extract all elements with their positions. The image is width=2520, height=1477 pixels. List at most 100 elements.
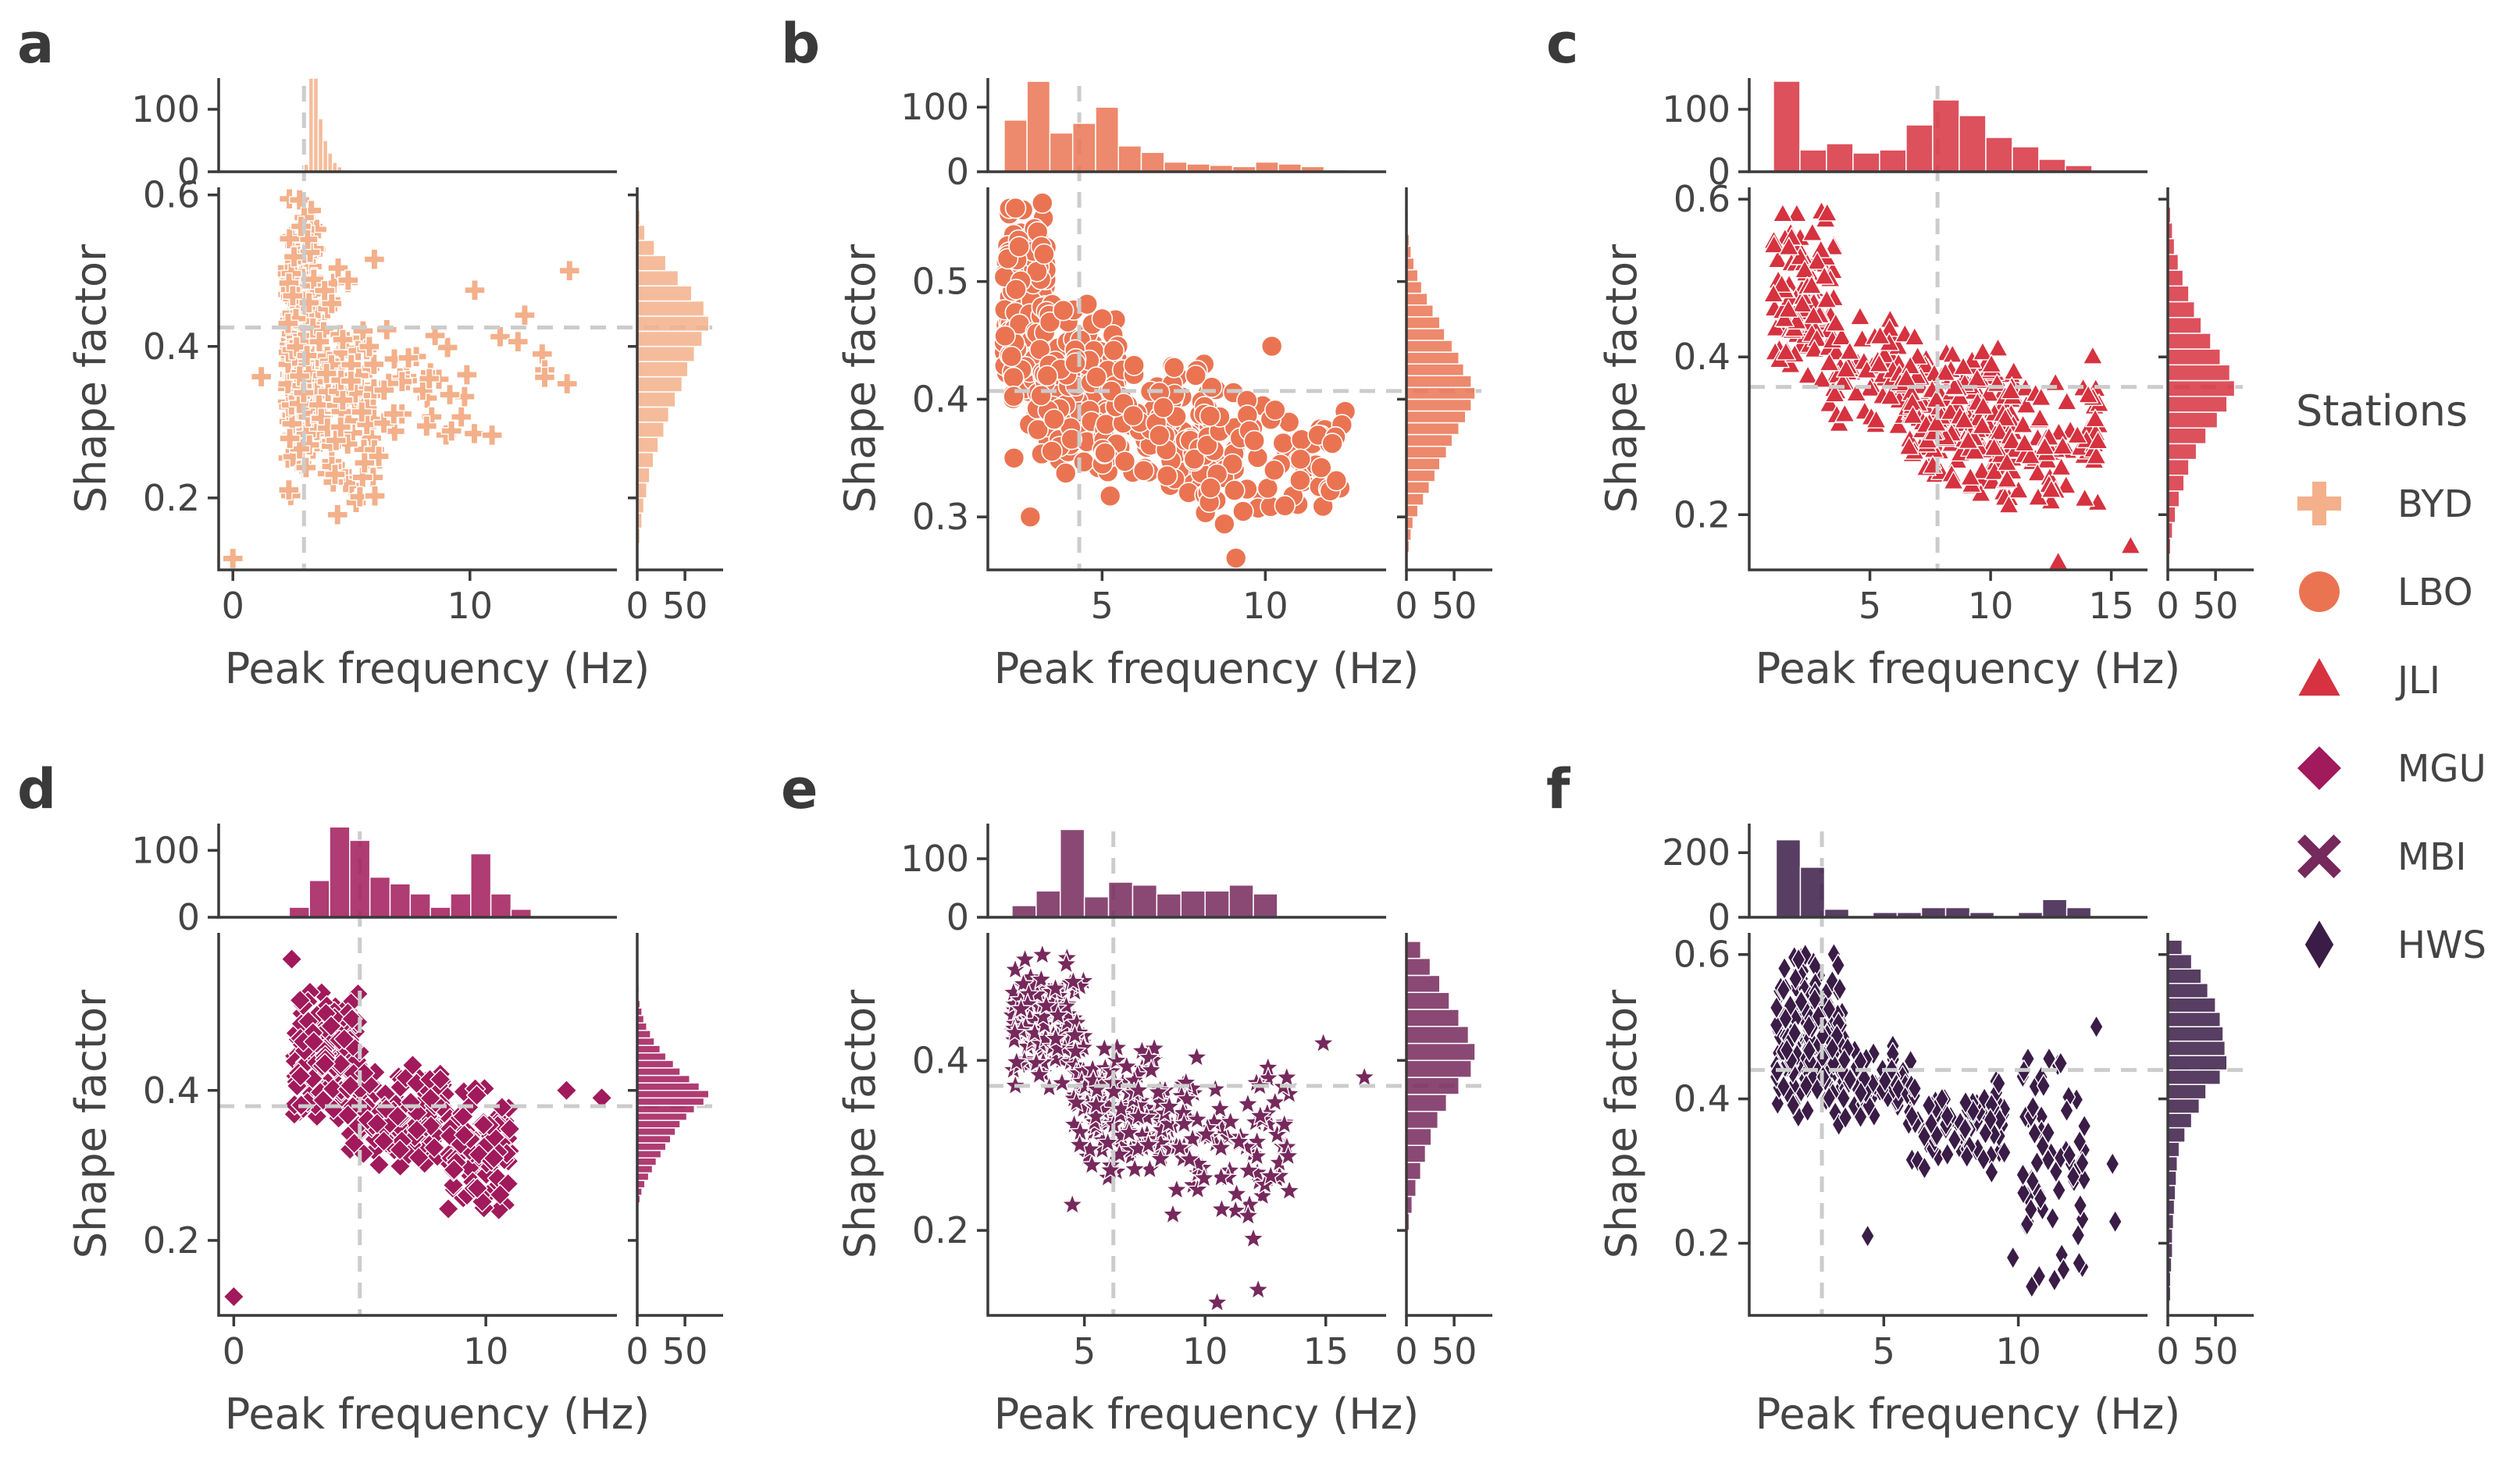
scatter-point <box>1981 354 2002 373</box>
scatter-point <box>1775 341 1797 361</box>
scatter-point <box>514 304 536 326</box>
panel-c: c 5 10 15 0.2 0.4 0.6 Peak frequency (Hz) Shape … <box>1546 12 2254 693</box>
scatter-point <box>1099 485 1121 507</box>
histogram-bar <box>2167 254 2180 271</box>
histogram-bar <box>326 152 333 173</box>
scatter-point <box>1003 447 1025 469</box>
histogram-bar <box>490 893 512 918</box>
scatter-point <box>368 1154 390 1176</box>
y-tick-label: 0.2 <box>1673 1223 1730 1265</box>
legend-label: MGU <box>2397 747 2486 791</box>
scatter-point <box>1242 1227 1264 1248</box>
x-tick-label: 10 <box>1182 1330 1228 1372</box>
scatter-point <box>1812 368 1833 388</box>
histogram-bar <box>1406 941 1422 959</box>
scatter-point <box>1196 434 1218 457</box>
scatter-point <box>2086 446 2107 464</box>
scatter-points-e <box>1001 943 1376 1312</box>
hist-count-tick-label: 0 <box>1395 1330 1417 1372</box>
scatter-point <box>1147 1080 1170 1102</box>
histogram-bar <box>636 1030 651 1039</box>
x-tick-label: 0 <box>223 1330 245 1372</box>
scatter-point <box>1105 1049 1128 1070</box>
scatter-point <box>1100 1158 1121 1180</box>
scatter-point <box>1044 977 1067 998</box>
scatter-point <box>1877 1069 1893 1093</box>
legend-x-icon <box>2297 835 2341 878</box>
scatter-point <box>1012 973 1035 994</box>
scatter-point <box>332 389 354 411</box>
right-histogram-e <box>1406 941 1476 1231</box>
scatter-point <box>1778 1007 1793 1031</box>
scatter-point <box>1997 1141 2012 1165</box>
x-axis-label-d: Peak frequency (Hz) <box>225 1390 650 1439</box>
hist-count-tick-label: 100 <box>900 86 969 128</box>
scatter-point <box>1260 1165 1282 1186</box>
scatter-point <box>1835 358 1857 378</box>
scatter-point <box>2077 1114 2092 1138</box>
histogram-bar <box>1406 457 1441 471</box>
panel-letter-b: b <box>781 12 820 76</box>
scatter-point <box>1978 383 1999 402</box>
scatter-point <box>1094 442 1116 464</box>
histogram-bar <box>636 1082 700 1091</box>
hist-count-tick-label: 0 <box>1395 585 1417 627</box>
scatter-point <box>1803 305 1824 325</box>
histogram-bar <box>1406 386 1476 400</box>
x-tick-label: 15 <box>1303 1330 1349 1372</box>
scatter-point <box>1043 408 1065 430</box>
scatter-point <box>1763 283 1784 303</box>
scatter-point <box>1005 278 1027 301</box>
scatter-point <box>330 416 351 438</box>
scatter-point <box>1114 450 1136 472</box>
histogram-bar <box>1406 957 1431 977</box>
legend-entry-mgu: MGU <box>2297 746 2486 791</box>
legend-triangle-icon <box>2298 658 2340 696</box>
scatter-point <box>289 989 311 1012</box>
scatter-point <box>2030 408 2051 427</box>
scatter-point <box>306 1105 328 1127</box>
scatter-point <box>437 336 458 358</box>
scatter-point <box>1770 1091 1785 1116</box>
histogram-bar <box>2167 475 2185 492</box>
histogram-bar <box>1255 161 1279 173</box>
y-tick-label: 0.4 <box>143 1069 200 1112</box>
scatter-point <box>1816 289 1837 308</box>
scatter-point <box>1156 464 1178 487</box>
histogram-bar <box>331 162 338 173</box>
scatter-point <box>1263 459 1285 482</box>
histogram-bar <box>636 1059 675 1069</box>
histogram-bar <box>1406 1162 1422 1180</box>
histogram-bar <box>636 451 654 468</box>
scatter-point <box>1178 1148 1201 1169</box>
histogram-bar <box>1406 1179 1417 1198</box>
histogram-bar <box>1107 881 1134 918</box>
scatter-point <box>533 366 556 388</box>
histogram-bar <box>2167 490 2180 507</box>
histogram-bar <box>636 269 679 287</box>
scatter-point <box>277 312 299 335</box>
scatter-points-b <box>993 192 1356 569</box>
histogram-bar <box>636 482 647 499</box>
scatter-point <box>1896 368 1917 387</box>
scatter-point <box>1795 259 1816 279</box>
scatter-point <box>420 1115 442 1137</box>
histogram-bar <box>1049 132 1074 173</box>
scatter-point <box>2023 1198 2038 1222</box>
scatter-point <box>1044 1027 1067 1048</box>
legend-label: JLI <box>2395 659 2440 703</box>
histogram-bar <box>1959 115 1987 173</box>
histogram-bar <box>1406 292 1428 306</box>
histogram-bar <box>1406 974 1441 993</box>
scatter-point <box>2120 535 2141 554</box>
panel-letter-a: a <box>17 12 54 76</box>
histogram-bar <box>1406 280 1423 294</box>
scatter-point <box>1199 405 1221 427</box>
scatter-point <box>349 486 371 508</box>
histogram-bar <box>636 1045 661 1054</box>
scatter-point <box>250 365 273 388</box>
histogram-bar <box>2012 146 2040 173</box>
scatter-point <box>2055 475 2076 494</box>
histogram-bar <box>2167 427 2207 445</box>
scatter-point <box>1003 1021 1026 1043</box>
